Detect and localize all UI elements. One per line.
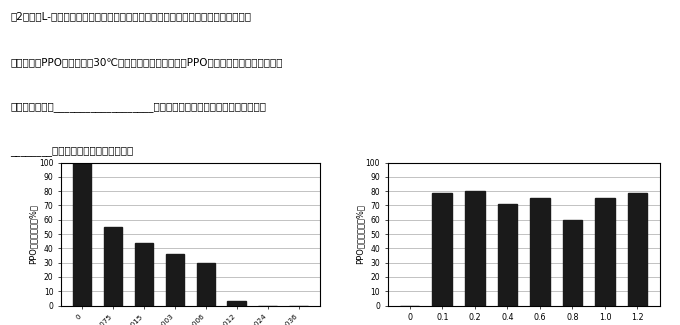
Bar [595,198,615,306]
Text: ________作为抗褐变剂效果可能更好。: ________作为抗褐变剂效果可能更好。 [10,146,133,156]
Bar [432,192,452,306]
Bar [73,162,92,306]
Bar [166,254,184,306]
Bar [562,220,582,306]
Bar [228,301,246,306]
Text: （2）已知L-半胱氨酸和柠檬酸是两种抗褐变剂。科研人员将不同浓度的上述两种物质: （2）已知L-半胱氨酸和柠檬酸是两种抗褐变剂。科研人员将不同浓度的上述两种物质 [10,11,251,21]
Bar [498,204,517,306]
Bar [135,242,153,306]
Bar [530,198,549,306]
Text: 实验的自变量是___________________。据图分析，在苹果汁加工过程中，选用: 实验的自变量是___________________。据图分析，在苹果汁加工过程… [10,102,266,112]
Bar [465,191,485,306]
Bar [628,192,647,306]
Bar [104,227,122,306]
Bar [197,263,215,306]
Text: 分别加入到PPO提取液中，30℃水浴恒温后，测定并得到PPO相对酶活性，结果如图。该: 分别加入到PPO提取液中，30℃水浴恒温后，测定并得到PPO相对酶活性，结果如图… [10,57,283,67]
Y-axis label: PPO相对酶活性（%）: PPO相对酶活性（%） [29,204,37,264]
Y-axis label: PPO相对酶活性（%）: PPO相对酶活性（%） [355,204,364,264]
